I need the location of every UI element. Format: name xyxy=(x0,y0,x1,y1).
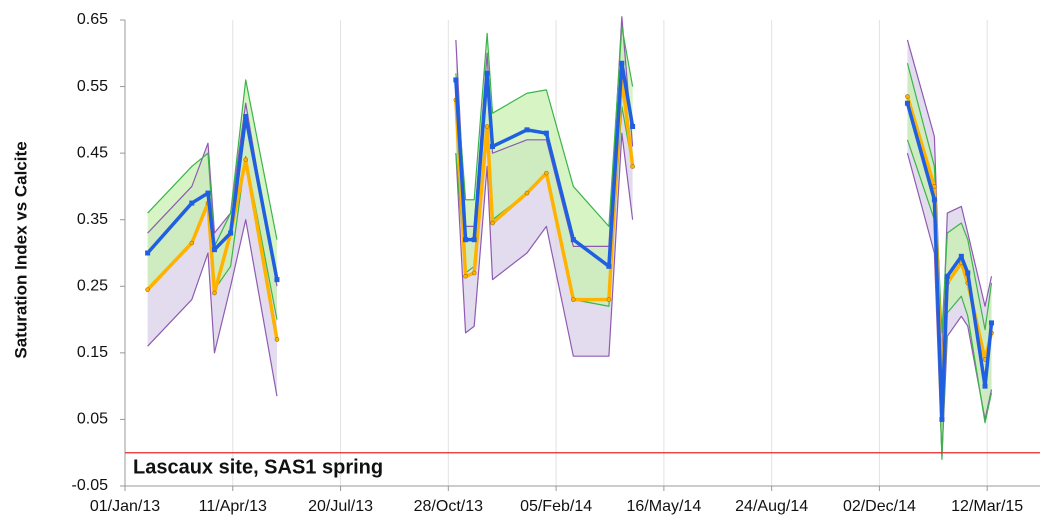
marker xyxy=(484,124,490,129)
marker xyxy=(965,270,971,276)
marker xyxy=(619,60,625,66)
band-fill xyxy=(907,63,992,460)
x-tick-label: 12/Mar/15 xyxy=(951,498,1023,515)
x-tick-label: 05/Feb/14 xyxy=(520,498,592,515)
marker xyxy=(944,273,950,279)
marker xyxy=(243,114,249,120)
marker xyxy=(630,164,635,169)
marker xyxy=(463,273,468,279)
marker xyxy=(939,416,945,422)
marker xyxy=(570,237,576,243)
x-tick-label: 28/Oct/13 xyxy=(414,498,483,515)
marker xyxy=(471,270,477,276)
marker xyxy=(471,237,477,243)
marker xyxy=(453,77,459,83)
y-tick-label: 0.65 xyxy=(77,11,108,28)
marker xyxy=(904,100,910,106)
marker xyxy=(490,143,496,149)
marker xyxy=(958,253,964,259)
marker xyxy=(989,320,995,326)
marker xyxy=(630,124,636,130)
x-tick-label: 02/Dec/14 xyxy=(843,498,916,515)
marker xyxy=(931,197,937,203)
marker xyxy=(189,240,195,246)
marker xyxy=(463,237,469,243)
band-fill xyxy=(455,26,633,307)
band-fill xyxy=(147,79,277,320)
marker xyxy=(274,337,280,342)
y-tick-label: 0.55 xyxy=(77,78,108,95)
marker xyxy=(606,297,612,302)
marker xyxy=(145,250,151,256)
marker xyxy=(524,127,530,133)
x-tick-label: 20/Jul/13 xyxy=(308,498,373,515)
y-tick-label: -0.05 xyxy=(72,477,109,494)
marker xyxy=(484,70,490,76)
marker xyxy=(571,297,576,302)
x-tick-label: 24/Aug/14 xyxy=(735,498,808,515)
marker xyxy=(243,157,249,163)
y-tick-label: 0.25 xyxy=(77,278,108,295)
marker xyxy=(544,170,549,176)
marker xyxy=(524,190,530,196)
marker xyxy=(145,287,150,292)
y-axis-label: Saturation Index vs Calcite xyxy=(11,141,30,358)
y-tick-label: 0.15 xyxy=(77,344,108,361)
marker xyxy=(189,200,195,206)
marker xyxy=(490,220,495,226)
marker xyxy=(905,94,910,99)
marker xyxy=(982,383,988,389)
marker xyxy=(228,230,234,236)
y-tick-label: 0.05 xyxy=(77,411,108,428)
marker xyxy=(932,184,937,189)
marker xyxy=(274,277,280,283)
marker xyxy=(205,190,211,196)
x-tick-label: 11/Apr/13 xyxy=(199,498,267,515)
series-line xyxy=(147,16,993,361)
x-tick-label: 16/May/14 xyxy=(627,498,702,515)
marker xyxy=(606,263,612,269)
y-tick-label: 0.45 xyxy=(77,144,108,161)
marker xyxy=(212,290,217,296)
marker xyxy=(543,130,549,136)
annotation: Lascaux site, SAS1 spring xyxy=(133,456,383,478)
y-tick-label: 0.35 xyxy=(77,211,108,228)
marker xyxy=(211,247,217,253)
x-tick-label: 01/Jan/13 xyxy=(90,498,160,515)
